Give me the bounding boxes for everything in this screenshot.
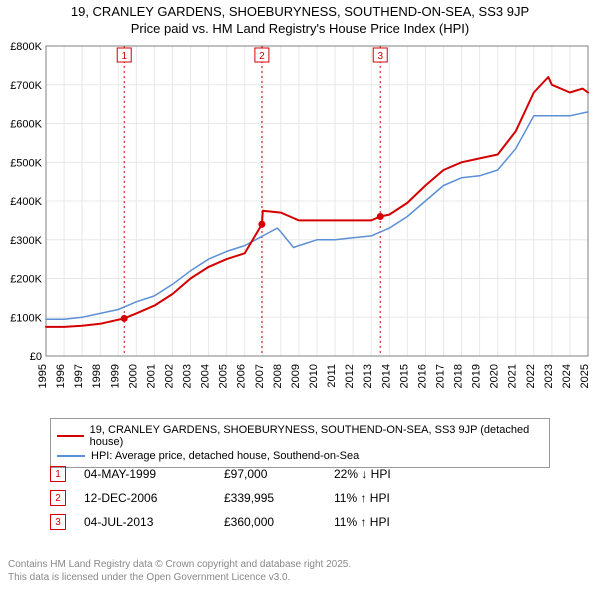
svg-text:2012: 2012	[344, 364, 356, 388]
svg-text:3: 3	[377, 51, 383, 62]
svg-text:2013: 2013	[362, 364, 374, 388]
svg-text:2006: 2006	[236, 364, 248, 388]
svg-text:£100K: £100K	[10, 312, 42, 324]
transaction-marker: 3	[50, 514, 66, 530]
svg-text:2018: 2018	[453, 364, 465, 388]
chart-title-line1: 19, CRANLEY GARDENS, SHOEBURYNESS, SOUTH…	[10, 4, 590, 21]
svg-text:2017: 2017	[434, 364, 446, 388]
transaction-row: 2 12-DEC-2006£339,99511% ↑ HPI	[50, 486, 550, 510]
svg-text:2015: 2015	[398, 364, 410, 388]
svg-text:£700K: £700K	[10, 80, 42, 92]
svg-text:2021: 2021	[507, 364, 519, 388]
svg-text:2000: 2000	[127, 364, 139, 388]
chart-title: 19, CRANLEY GARDENS, SHOEBURYNESS, SOUTH…	[0, 0, 600, 38]
svg-text:£200K: £200K	[10, 274, 42, 286]
legend-row: 19, CRANLEY GARDENS, SHOEBURYNESS, SOUTH…	[57, 423, 543, 449]
svg-text:2011: 2011	[326, 364, 338, 388]
svg-text:2003: 2003	[182, 364, 194, 388]
svg-text:1: 1	[121, 51, 127, 62]
svg-text:2: 2	[259, 51, 265, 62]
legend: 19, CRANLEY GARDENS, SHOEBURYNESS, SOUTH…	[50, 418, 550, 468]
svg-text:1997: 1997	[73, 364, 85, 388]
svg-text:1996: 1996	[55, 364, 67, 388]
footer-line1: Contains HM Land Registry data © Crown c…	[8, 558, 351, 571]
footer-line2: This data is licensed under the Open Gov…	[8, 571, 351, 584]
transactions-table: 1 04-MAY-1999£97,00022% ↓ HPI 2 12-DEC-2006…	[50, 462, 550, 534]
legend-label: 19, CRANLEY GARDENS, SHOEBURYNESS, SOUTH…	[90, 424, 543, 448]
legend-swatch	[57, 435, 84, 437]
transaction-row: 1 04-MAY-1999£97,00022% ↓ HPI	[50, 462, 550, 486]
price-chart: £0 £100K £200K £300K £400K £500K £600K £700K £80…	[0, 38, 600, 408]
svg-text:2020: 2020	[489, 364, 501, 388]
legend-label: HPI: Average price, detached house, Sout…	[91, 450, 359, 462]
transaction-price: £97,000	[224, 467, 334, 481]
svg-text:2008: 2008	[272, 364, 284, 388]
svg-text:£400K: £400K	[10, 196, 42, 208]
svg-text:2022: 2022	[525, 364, 537, 388]
legend-swatch	[57, 455, 85, 457]
transaction-marker: 2	[50, 490, 66, 506]
svg-text:2002: 2002	[163, 364, 175, 388]
svg-text:£800K: £800K	[10, 41, 42, 53]
transaction-marker: 1	[50, 466, 66, 482]
chart-title-line2: Price paid vs. HM Land Registry's House …	[10, 21, 590, 38]
svg-text:2004: 2004	[200, 364, 212, 388]
svg-text:2005: 2005	[218, 364, 230, 388]
transaction-row: 3 04-JUL-2013£360,00011% ↑ HPI	[50, 510, 550, 534]
svg-text:1999: 1999	[109, 364, 121, 388]
chart-svg: £0 £100K £200K £300K £400K £500K £600K £700K £80…	[0, 38, 600, 408]
svg-text:£0: £0	[30, 351, 42, 363]
svg-text:2024: 2024	[561, 364, 573, 388]
transaction-date: 04-JUL-2013	[84, 515, 224, 529]
transaction-hpi-delta: 11% ↑ HPI	[334, 491, 444, 505]
svg-text:1998: 1998	[91, 364, 103, 388]
transaction-price: £339,995	[224, 491, 334, 505]
transaction-price: £360,000	[224, 515, 334, 529]
svg-text:2014: 2014	[380, 364, 392, 388]
svg-text:£300K: £300K	[10, 235, 42, 247]
transaction-date: 04-MAY-1999	[84, 467, 224, 481]
svg-text:2023: 2023	[543, 364, 555, 388]
legend-row: HPI: Average price, detached house, Sout…	[57, 449, 543, 463]
svg-text:1995: 1995	[37, 364, 49, 388]
svg-text:2010: 2010	[308, 364, 320, 388]
svg-text:£500K: £500K	[10, 157, 42, 169]
svg-text:2019: 2019	[471, 364, 483, 388]
svg-text:2009: 2009	[290, 364, 302, 388]
svg-text:£600K: £600K	[10, 119, 42, 131]
transaction-date: 12-DEC-2006	[84, 491, 224, 505]
transaction-hpi-delta: 22% ↓ HPI	[334, 467, 444, 481]
svg-text:2007: 2007	[254, 364, 266, 388]
svg-text:2016: 2016	[416, 364, 428, 388]
transaction-hpi-delta: 11% ↑ HPI	[334, 515, 444, 529]
svg-text:2025: 2025	[579, 364, 591, 388]
svg-text:2001: 2001	[145, 364, 157, 388]
footer-attribution: Contains HM Land Registry data © Crown c…	[8, 558, 351, 584]
